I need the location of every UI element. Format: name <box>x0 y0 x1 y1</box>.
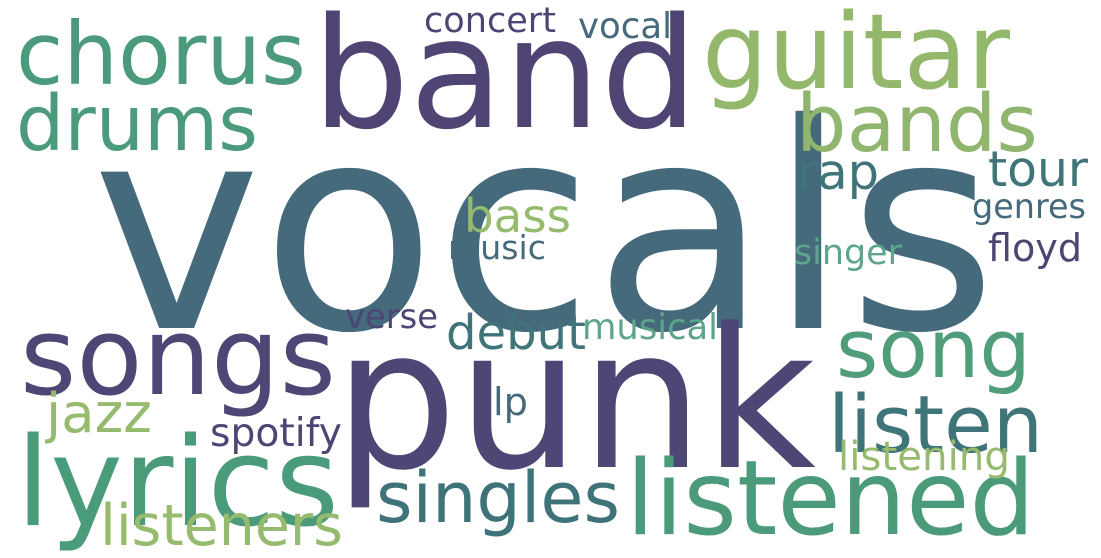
word-guitar: guitar <box>702 0 1010 114</box>
word-drums: drums <box>16 78 258 168</box>
word-lp: lp <box>493 379 528 425</box>
word-singer: singer <box>794 232 902 273</box>
word-listeners: listeners <box>100 492 343 558</box>
word-rap: rap <box>797 143 879 202</box>
word-bands: bands <box>796 77 1038 171</box>
word-musical: musical <box>582 307 718 349</box>
word-listen: listen <box>828 378 1043 471</box>
word-listened: listened <box>626 438 1035 558</box>
word-bass: bass <box>464 189 571 244</box>
word-debut: debut <box>446 304 586 361</box>
word-vocals: vocals <box>92 64 997 397</box>
word-floyd: floyd <box>988 225 1082 270</box>
word-song: song <box>836 303 1031 398</box>
word-band: band <box>312 0 698 164</box>
word-songs: songs <box>20 295 336 421</box>
word-spotify: spotify <box>210 411 342 457</box>
word-tour: tour <box>988 141 1088 199</box>
word-jazz: jazz <box>46 380 152 445</box>
word-genres: genres <box>972 187 1086 227</box>
word-singles: singles <box>376 457 620 540</box>
word-punk: punk <box>334 286 816 513</box>
word-verse: verse <box>345 297 438 337</box>
word-music: music <box>448 228 546 268</box>
word-listening: listening <box>838 432 1010 480</box>
word-lyrics: lyrics <box>16 411 339 555</box>
word-concert: concert <box>424 0 556 42</box>
word-vocal: vocal <box>578 6 672 48</box>
word-chorus: chorus <box>16 4 306 105</box>
